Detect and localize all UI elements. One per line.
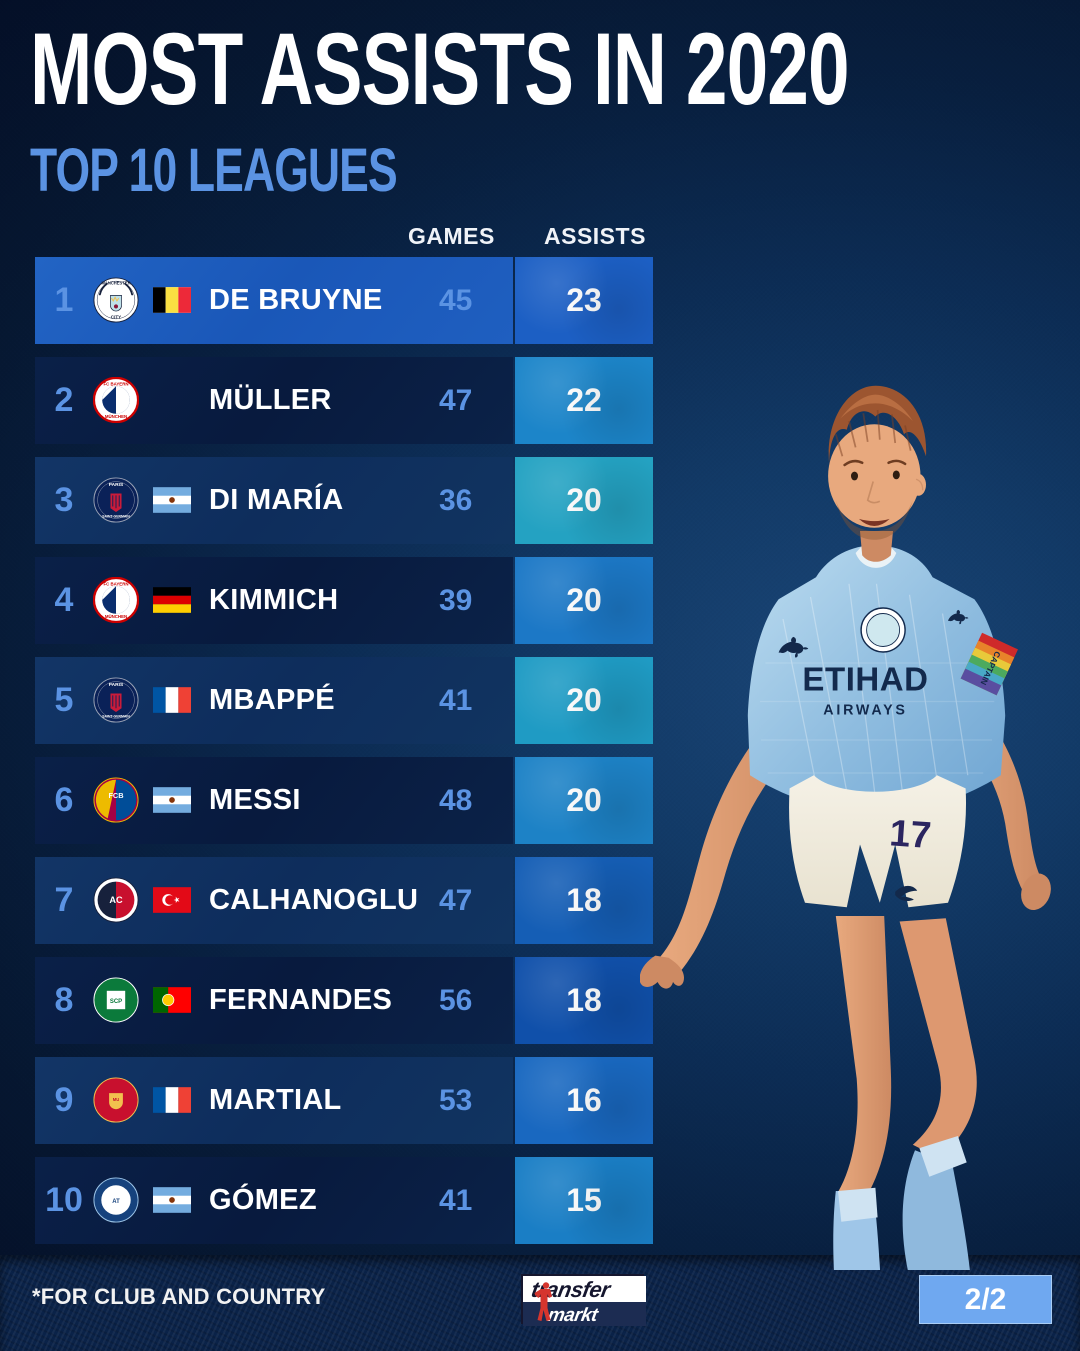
svg-text:SCP: SCP <box>110 998 122 1004</box>
svg-text:CITY: CITY <box>111 314 121 319</box>
svg-text:SAINT-GERMAIN: SAINT-GERMAIN <box>102 514 130 518</box>
svg-text:markt: markt <box>546 1305 601 1326</box>
svg-text:AT: AT <box>112 1198 120 1204</box>
svg-text:MÜNCHEN: MÜNCHEN <box>105 613 127 618</box>
svg-text:FC BAYERN: FC BAYERN <box>103 581 128 586</box>
svg-text:PARIS: PARIS <box>109 682 124 688</box>
svg-text:SAINT-GERMAIN: SAINT-GERMAIN <box>102 714 130 718</box>
svg-text:AIRWAYS: AIRWAYS <box>823 703 907 719</box>
svg-text:17: 17 <box>888 811 932 856</box>
svg-text:MU: MU <box>113 1096 119 1101</box>
svg-text:PARIS: PARIS <box>109 482 124 488</box>
svg-text:MÜNCHEN: MÜNCHEN <box>105 413 127 418</box>
svg-text:FC BAYERN: FC BAYERN <box>103 381 128 386</box>
svg-text:AC: AC <box>109 894 123 904</box>
svg-text:MANCHESTER: MANCHESTER <box>101 280 130 285</box>
svg-text:ETIHAD: ETIHAD <box>802 661 928 698</box>
svg-text:FCB: FCB <box>108 791 123 800</box>
